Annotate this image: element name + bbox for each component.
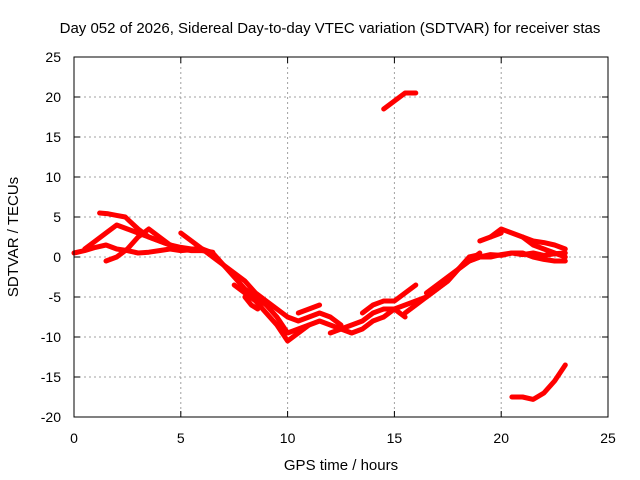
y-tick-label: 0 bbox=[53, 249, 61, 265]
x-tick-label: 0 bbox=[70, 430, 78, 446]
y-tick-label: -20 bbox=[41, 409, 61, 425]
y-tick-label: -15 bbox=[41, 369, 61, 385]
grid bbox=[74, 57, 608, 417]
y-tick-label: -10 bbox=[41, 329, 61, 345]
y-tick-label: 10 bbox=[45, 169, 61, 185]
series-line-sat-k bbox=[402, 252, 483, 316]
axis-ticks: 0 5 10 15 20 25 -20 -15 -10 -5 0 5 10 15 20 25 bbox=[41, 49, 616, 446]
y-axis-label: SDTVAR / TECUs bbox=[5, 177, 22, 297]
series-line-sat-g bbox=[242, 294, 261, 312]
x-tick-label: 15 bbox=[387, 430, 403, 446]
x-tick-label: 20 bbox=[493, 430, 509, 446]
series-line-sat-p bbox=[520, 234, 568, 252]
series-line-sat-d bbox=[103, 226, 184, 264]
series-line-sat-m bbox=[466, 250, 568, 264]
y-tick-label: 15 bbox=[45, 129, 61, 145]
series-line-sat-j bbox=[359, 282, 419, 316]
series-line-sat-o bbox=[477, 230, 504, 244]
chart-title: Day 052 of 2026, Sidereal Day-to-day VTE… bbox=[60, 20, 601, 37]
series-line-sat-c bbox=[97, 210, 216, 255]
x-axis-label: GPS time / hours bbox=[284, 457, 398, 474]
y-tick-label: 20 bbox=[45, 89, 61, 105]
series-line-sat-e bbox=[178, 230, 344, 328]
y-tick-label: 5 bbox=[53, 209, 61, 225]
x-tick-label: 10 bbox=[280, 430, 296, 446]
series-line-sat-f bbox=[231, 282, 312, 344]
y-tick-label: -5 bbox=[49, 289, 62, 305]
data-series bbox=[71, 90, 568, 402]
x-tick-label: 5 bbox=[177, 430, 185, 446]
y-tick-label: 25 bbox=[45, 49, 61, 65]
series-line-sat-q bbox=[381, 90, 419, 112]
series-line-sat-i bbox=[327, 306, 408, 336]
plot-frame bbox=[73, 56, 609, 418]
series-line-sat-h bbox=[295, 302, 323, 316]
x-tick-label: 25 bbox=[600, 430, 616, 446]
series-line-sat-r bbox=[509, 362, 568, 402]
